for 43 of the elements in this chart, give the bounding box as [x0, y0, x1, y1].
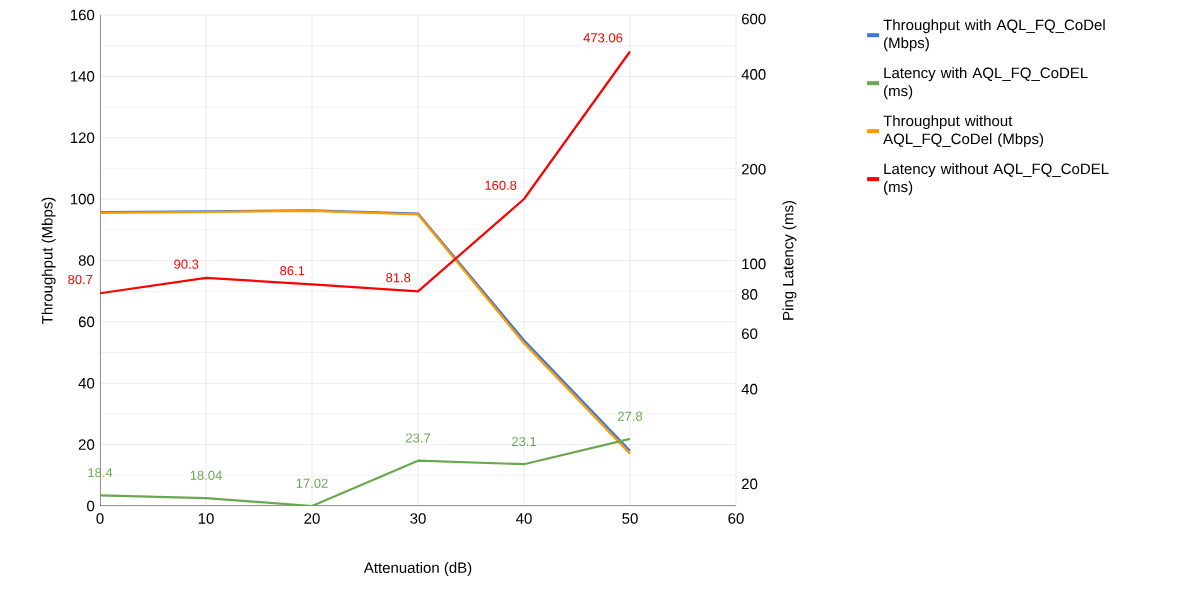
y2-tick-label: 20: [741, 478, 758, 490]
x-tick-label: 10: [198, 513, 214, 524]
x-axis-title: Attenuation (dB): [363, 562, 472, 576]
legend-label: Throughput without AQL_FQ_CoDel (Mbps): [883, 115, 1044, 148]
y-axis-title: Throughput (Mbps): [41, 197, 56, 324]
y-tick-label: 120: [70, 132, 95, 144]
y2-tick-label: 80: [741, 289, 758, 300]
y-tick-label: 20: [78, 439, 95, 450]
y-tick-label: 0: [87, 500, 95, 512]
line-series: [100, 50, 632, 295]
y-tick-label: 80: [78, 255, 95, 266]
y-tick-label: 40: [78, 377, 95, 389]
y-tick-label: 100: [70, 193, 95, 205]
legend-label: Latency with AQL_FQ_CoDEL (ms): [884, 67, 1088, 100]
y2-tick-label: 100: [742, 258, 766, 270]
data-label: 473.06: [583, 33, 623, 43]
x-tick-label: 0: [96, 513, 104, 524]
x-tick-label: 60: [728, 513, 744, 524]
y-tick-label: 60: [78, 316, 95, 328]
data-label: 80.7: [68, 274, 93, 285]
data-label: 27.8: [618, 411, 643, 421]
y-tick-label: 160: [70, 9, 95, 21]
x-tick-label: 40: [516, 513, 532, 524]
y2-axis-title: Ping Latency (ms): [782, 201, 797, 320]
y2-tick-label: 600: [741, 13, 766, 25]
data-label: 160.8: [485, 180, 517, 190]
data-label: 86.1: [280, 266, 305, 276]
legend-label: Throughput with AQL_FQ_CoDel (Mbps): [883, 19, 1105, 52]
data-label: 23.1: [512, 436, 537, 447]
y-tick-label: 140: [70, 71, 95, 82]
data-label: 18.04: [190, 470, 222, 480]
data-label: 23.7: [406, 433, 430, 443]
y2-tick-label: 40: [741, 383, 758, 395]
data-label: 90.3: [174, 259, 199, 269]
data-label: 17.02: [296, 478, 328, 488]
y2-tick-label: 400: [741, 69, 766, 80]
data-label: 81.8: [386, 273, 411, 283]
legend-label: Latency without AQL_FQ_CoDEL (ms): [884, 163, 1109, 196]
x-tick-label: 30: [410, 513, 426, 524]
x-tick-label: 20: [304, 513, 320, 524]
x-tick-label: 50: [622, 513, 638, 524]
y2-tick-label: 200: [741, 163, 766, 175]
y2-tick-label: 60: [741, 328, 758, 340]
